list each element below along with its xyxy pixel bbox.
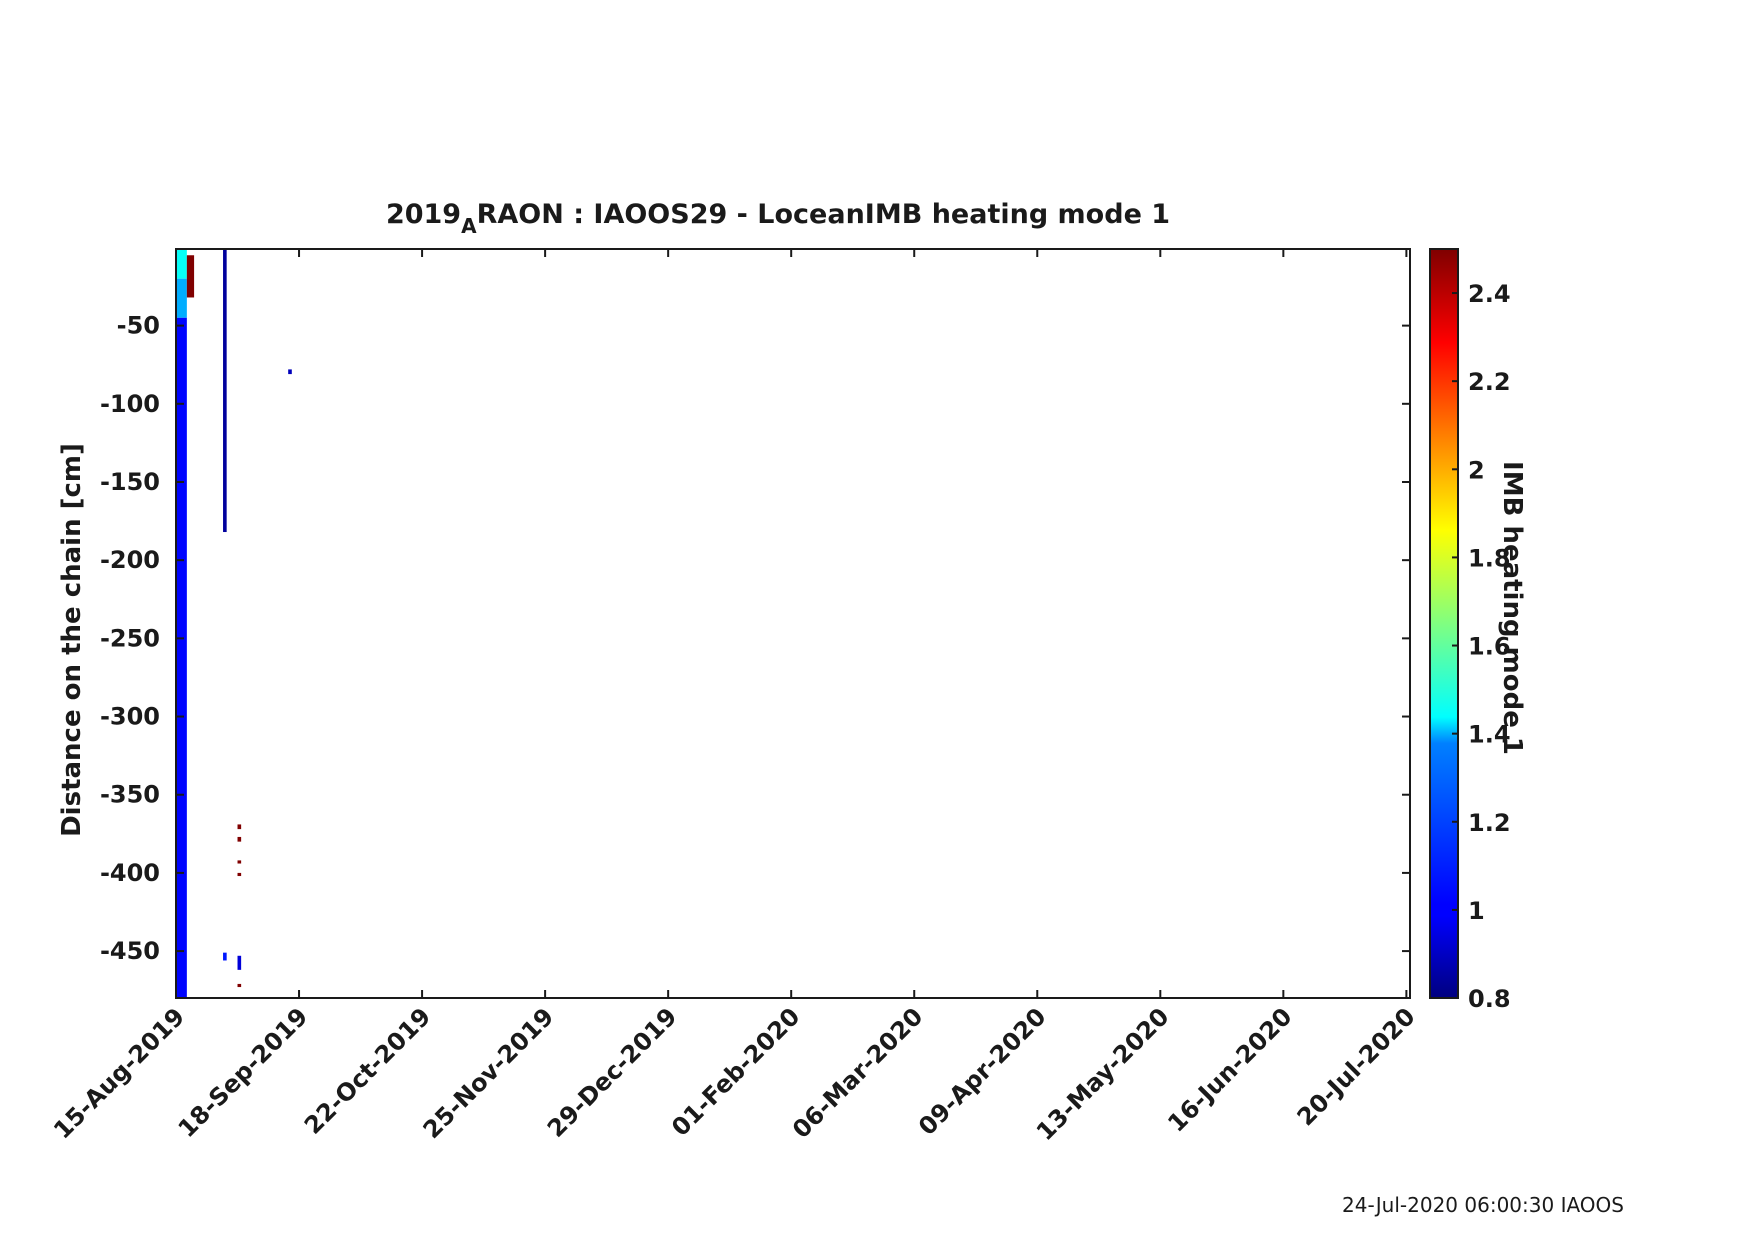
y-axis: -50 -100 -150 -200 -250 -300 -350 -400 -450 (100, 312, 1410, 965)
colorbar-tick-label: 1.6 (1468, 633, 1511, 661)
heatmap-cell (176, 278, 187, 318)
x-tick-label: 16-Jun-2020 (1162, 1002, 1297, 1137)
y-tick-label: -300 (100, 703, 160, 731)
heatmap-cell (237, 836, 242, 842)
x-tick-label: 01-Feb-2020 (666, 1002, 805, 1141)
y-tick-label: -200 (100, 546, 160, 574)
colorbar-tick-label: 2.2 (1468, 368, 1511, 396)
colorbar-tick-label: 1.2 (1468, 809, 1511, 837)
x-tick-label: 15-Aug-2019 (48, 1002, 190, 1144)
plot-frame (175, 248, 1411, 999)
colorbar-tick-label: 1 (1468, 897, 1485, 925)
title-suffix: RAON : IAOOS29 - LoceanIMB heating mode … (477, 199, 1170, 230)
y-tick-label: -150 (100, 468, 160, 496)
colorbar-tick-label: 2.4 (1468, 280, 1511, 308)
heatmap-cell (237, 983, 242, 988)
heatmap-cell (176, 317, 187, 998)
heatmap-cell (288, 369, 292, 375)
colorbar-ticks: 2.4 2.2 2 1.8 1.6 1.4 1.2 1 0.8 (1452, 280, 1511, 1013)
chart-title: 2019ARAON : IAOOS29 - LoceanIMB heating … (386, 199, 1170, 238)
heatmap-cell (176, 249, 187, 279)
x-tick-label: 25-Nov-2019 (418, 1002, 560, 1144)
heatmap-cell (237, 872, 242, 877)
colorbar-tick-label: 0.8 (1468, 985, 1511, 1013)
title-prefix: 2019 (386, 199, 461, 230)
x-tick-label: 13-May-2020 (1031, 1002, 1175, 1146)
x-tick-label: 22-Oct-2019 (299, 1002, 436, 1139)
colorbar-tick-label: 1.8 (1468, 544, 1511, 572)
x-tick-label: 09-Apr-2020 (913, 1002, 1051, 1140)
x-tick-label: 29-Dec-2019 (542, 1002, 682, 1142)
colorbar (1429, 248, 1459, 999)
footer-timestamp: 24-Jul-2020 06:00:30 IAOOS (1342, 1193, 1624, 1217)
heatmap-cell (237, 860, 242, 864)
heatmap-cells (176, 249, 292, 998)
title-subscript: A (461, 214, 477, 238)
heatmap-cell (223, 249, 227, 533)
x-axis: 15-Aug-201918-Sep-201922-Oct-201925-Nov-… (48, 249, 1421, 1146)
x-tick-label: 18-Sep-2019 (173, 1002, 314, 1143)
x-tick-label: 20-Jul-2020 (1292, 1002, 1421, 1131)
heatmap-cell (237, 824, 242, 830)
colorbar-tick-label: 1.4 (1468, 721, 1511, 749)
colorbar-label: IMB heating mode 1 (1497, 461, 1527, 755)
y-tick-label: -400 (100, 859, 160, 887)
y-axis-label: Distance on the chain [cm] (57, 443, 87, 837)
x-tick-label: 06-Mar-2020 (787, 1002, 928, 1143)
y-tick-label: -100 (100, 390, 160, 418)
y-tick-label: -450 (100, 937, 160, 965)
y-tick-label: -350 (100, 781, 160, 809)
heatmap-cell (223, 952, 227, 961)
colorbar-tick-label: 2 (1468, 456, 1485, 484)
heatmap-cell (237, 955, 242, 970)
y-tick-label: -50 (117, 312, 160, 340)
y-tick-label: -250 (100, 624, 160, 652)
heatmap-cell (186, 255, 195, 298)
